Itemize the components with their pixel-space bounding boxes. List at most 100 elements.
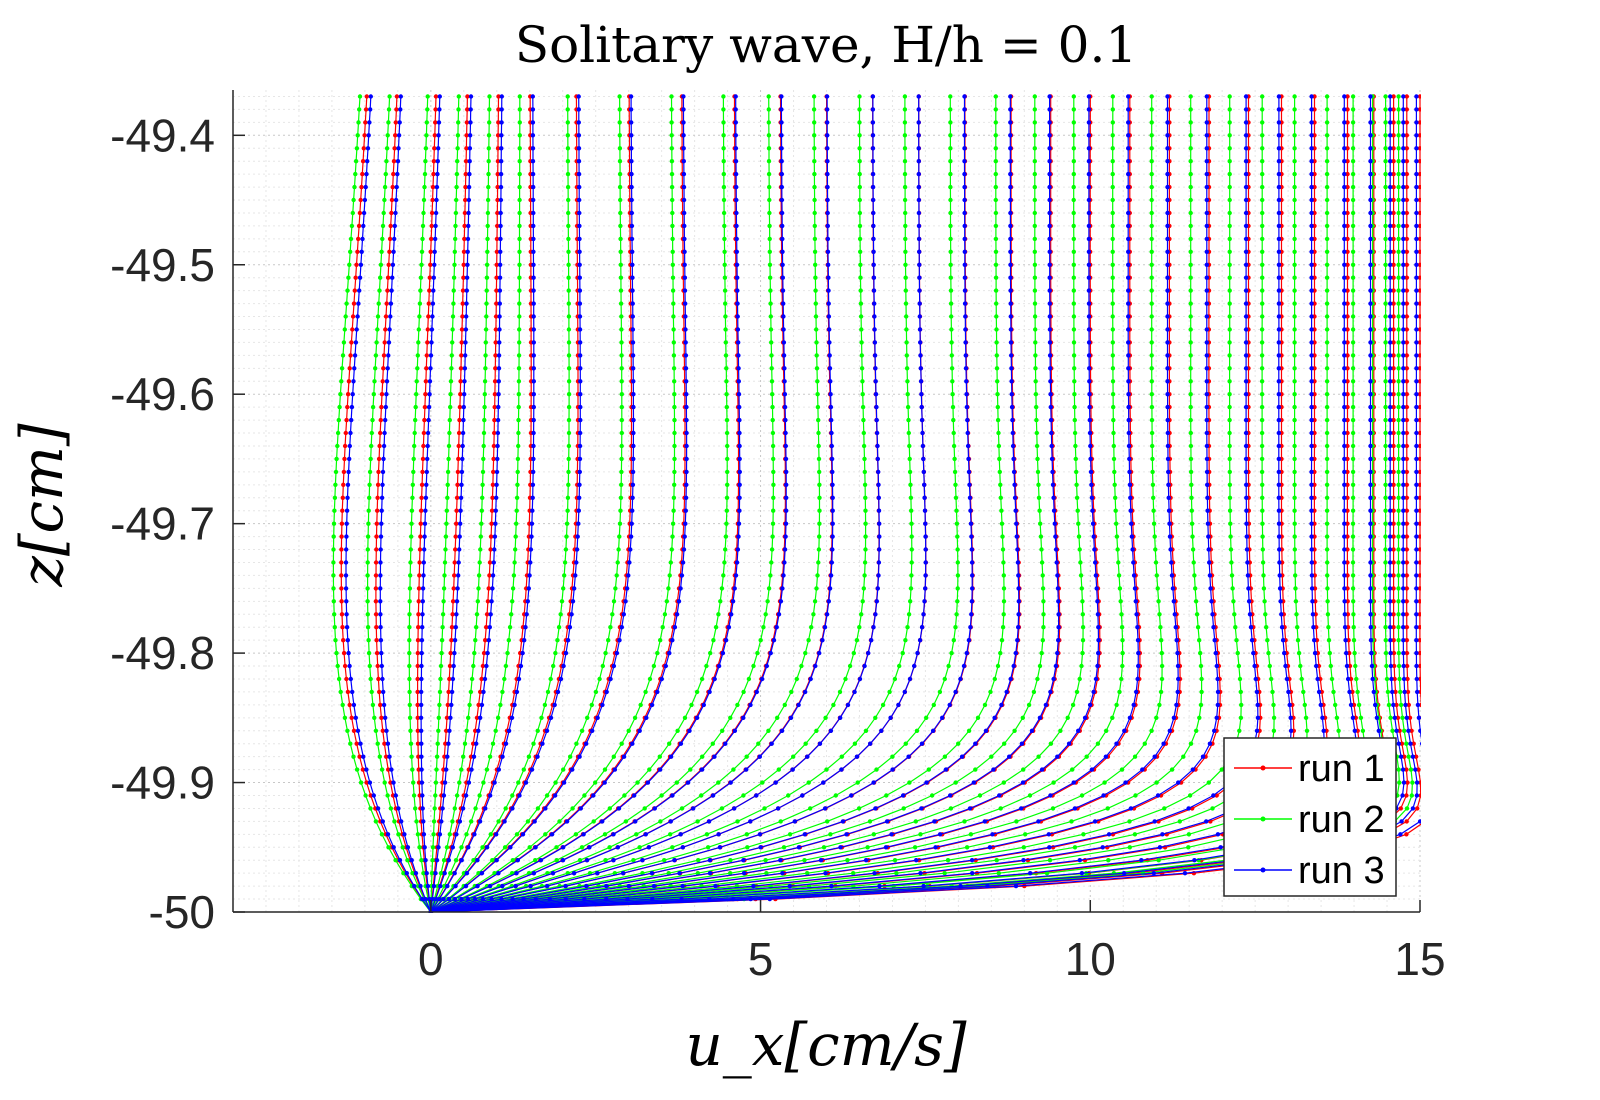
data-point [498, 171, 504, 177]
data-point [375, 806, 381, 811]
data-point [1048, 741, 1054, 746]
data-point [1072, 392, 1077, 397]
data-point [1383, 288, 1388, 293]
data-point [488, 534, 494, 539]
data-point [1350, 301, 1356, 306]
data-point [839, 767, 844, 772]
data-point [826, 275, 831, 280]
data-point [1345, 482, 1350, 487]
data-point [370, 404, 376, 410]
data-point [859, 366, 865, 371]
data-point [993, 159, 998, 164]
data-point [721, 107, 726, 112]
data-point [355, 133, 360, 138]
data-point [873, 806, 878, 811]
data-point [487, 120, 492, 125]
data-point [903, 741, 908, 746]
data-point [474, 715, 480, 720]
data-point [963, 366, 969, 371]
data-point [969, 612, 974, 617]
data-point [1070, 767, 1075, 772]
data-point [1404, 392, 1410, 397]
data-point [822, 625, 828, 630]
profile-line [430, 96, 1242, 913]
data-point [1325, 560, 1330, 565]
data-point [339, 612, 345, 617]
data-point [768, 301, 773, 306]
data-point [884, 819, 890, 824]
data-point [355, 314, 360, 319]
profile-line [430, 96, 1414, 913]
data-point [399, 819, 404, 824]
data-point [790, 767, 795, 772]
data-point [343, 560, 349, 565]
data-point [953, 495, 959, 500]
data-point [576, 159, 582, 164]
data-point [410, 767, 415, 772]
data-point [479, 521, 484, 526]
data-point [824, 612, 830, 617]
data-point [422, 534, 427, 539]
data-point [365, 159, 370, 164]
data-point [634, 832, 639, 837]
data-point [670, 845, 675, 850]
data-point [699, 767, 705, 772]
data-point [932, 819, 937, 824]
data-point [830, 482, 835, 487]
data-point [426, 314, 431, 319]
data-point [825, 249, 831, 254]
data-point [1047, 353, 1053, 358]
data-point [480, 482, 485, 487]
data-point [1041, 612, 1046, 617]
data-point [368, 107, 373, 112]
data-point [490, 495, 495, 500]
data-point [438, 883, 443, 889]
data-point [464, 301, 469, 306]
data-point [487, 560, 493, 565]
data-point [349, 715, 354, 720]
data-point [498, 262, 503, 267]
data-point [1292, 534, 1297, 539]
data-point [423, 392, 428, 397]
data-point [619, 430, 624, 436]
data-point [1260, 301, 1265, 306]
data-point [487, 754, 493, 759]
data-point [1077, 547, 1082, 552]
data-point [722, 223, 727, 229]
data-point [1270, 689, 1275, 695]
data-point [1292, 275, 1297, 280]
data-point [1065, 715, 1070, 720]
data-point [1350, 184, 1356, 190]
data-point [998, 482, 1003, 487]
data-point [452, 871, 457, 876]
data-point [903, 210, 908, 216]
profile-line [408, 96, 432, 913]
data-point [953, 482, 958, 487]
data-point [1008, 314, 1013, 319]
data-point [833, 793, 838, 798]
data-point [908, 586, 914, 591]
data-point [577, 443, 583, 449]
data-point [1383, 560, 1388, 565]
data-point [857, 184, 862, 190]
data-point [1391, 495, 1396, 500]
data-point [1396, 120, 1401, 125]
data-point [723, 741, 728, 746]
data-point [671, 340, 676, 345]
data-point [707, 871, 713, 876]
data-point [1010, 417, 1015, 423]
data-point [627, 560, 632, 565]
data-point [517, 340, 522, 345]
data-point [802, 832, 807, 837]
data-point [669, 120, 674, 125]
data-point [859, 612, 864, 617]
data-point [517, 197, 522, 203]
data-point [359, 184, 364, 190]
data-point [713, 625, 719, 630]
data-point [812, 197, 817, 203]
data-point [1345, 340, 1350, 345]
data-point [1391, 469, 1396, 475]
data-point [754, 689, 759, 695]
data-point [344, 612, 349, 617]
data-point [619, 379, 624, 384]
